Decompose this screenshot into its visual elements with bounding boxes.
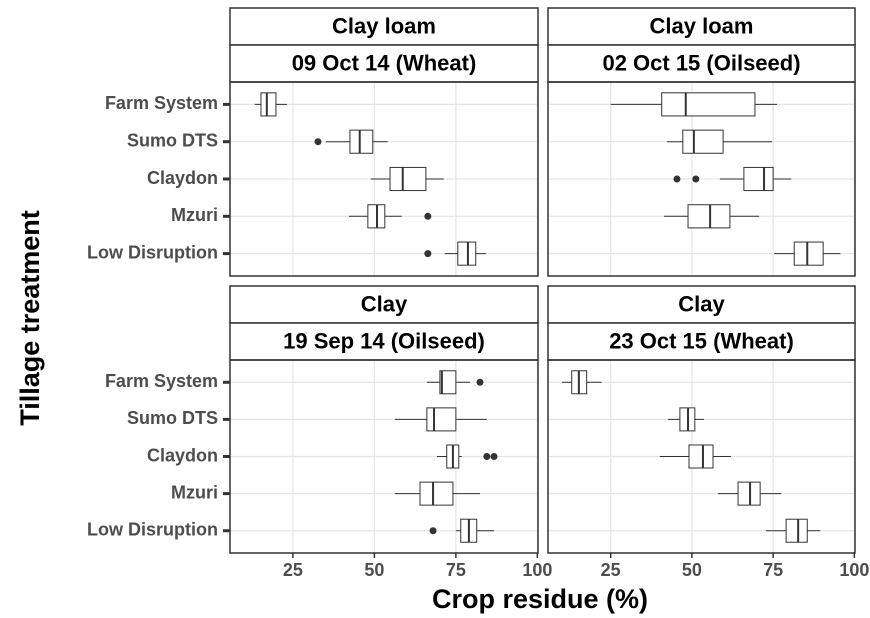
- strip: [229, 44, 539, 83]
- y-tick-label: Low Disruption: [87, 519, 218, 539]
- strip-label: 19 Sep 14 (Oilseed): [283, 328, 485, 353]
- outlier: [692, 175, 700, 183]
- panel-border: [229, 359, 539, 554]
- strip: [547, 322, 856, 361]
- y-tick-label: Claydon: [147, 168, 218, 188]
- outlier: [490, 453, 498, 460]
- y-axis-title: Tillage treatment: [15, 210, 45, 426]
- x-tick-label: 25: [601, 560, 621, 580]
- y-tick-label: Sumo DTS: [127, 130, 218, 150]
- x-tick-label: 25: [283, 560, 303, 580]
- box: [793, 241, 824, 266]
- x-tick-label: 75: [446, 560, 466, 580]
- x-tick-label: 50: [682, 560, 702, 580]
- box: [457, 241, 477, 266]
- strip-label: Clay loam: [332, 13, 436, 38]
- box: [687, 204, 731, 229]
- strip: [229, 322, 539, 361]
- strip-label: 23 Oct 15 (Wheat): [609, 328, 794, 353]
- x-axis-title: Crop residue (%): [432, 584, 648, 614]
- strip-label: Clay: [361, 291, 408, 316]
- strip: [229, 7, 539, 46]
- box: [419, 481, 454, 506]
- outlier: [424, 250, 432, 258]
- box: [785, 518, 808, 543]
- strip: [229, 285, 539, 324]
- strip-label: Clay loam: [650, 13, 754, 38]
- y-tick-label: Mzuri: [171, 482, 218, 502]
- box: [349, 129, 374, 154]
- outlier: [476, 378, 484, 386]
- panel-border: [547, 81, 856, 277]
- x-tick-label: 50: [364, 560, 384, 580]
- box: [426, 407, 457, 432]
- outlier: [314, 138, 322, 146]
- outlier: [673, 175, 681, 183]
- y-tick-label: Mzuri: [171, 205, 218, 225]
- strip: [547, 285, 856, 324]
- strip-label: 09 Oct 14 (Wheat): [292, 50, 477, 75]
- outlier: [424, 212, 432, 220]
- outlier: [429, 527, 437, 535]
- x-tick-label: 75: [763, 560, 783, 580]
- strip: [547, 7, 856, 46]
- panel-border: [229, 81, 539, 277]
- strip-label: Clay: [678, 291, 725, 316]
- box: [661, 92, 756, 117]
- strip-label: 02 Oct 15 (Oilseed): [602, 50, 800, 75]
- y-tick-label: Farm System: [105, 371, 218, 391]
- strip: [547, 44, 856, 83]
- box: [682, 129, 724, 154]
- box: [743, 166, 774, 192]
- box: [389, 166, 427, 192]
- y-tick-label: Low Disruption: [87, 242, 218, 262]
- panel-border: [547, 359, 856, 554]
- box: [260, 92, 277, 117]
- y-tick-label: Farm System: [105, 93, 218, 113]
- outlier: [483, 453, 491, 460]
- box: [439, 370, 457, 395]
- x-tick-label: 100: [522, 560, 552, 580]
- y-tick-label: Claydon: [147, 445, 218, 465]
- x-tick-label: 100: [839, 560, 869, 580]
- y-tick-label: Sumo DTS: [127, 408, 218, 428]
- box: [688, 444, 714, 469]
